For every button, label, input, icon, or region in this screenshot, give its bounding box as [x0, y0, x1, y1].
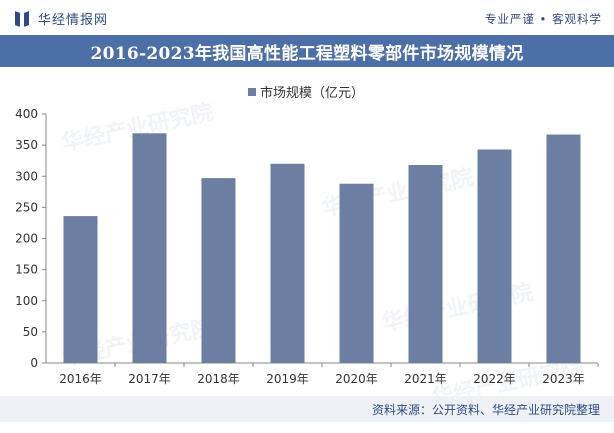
bar [201, 178, 236, 363]
bar [270, 163, 305, 363]
top-bar: 华经情报网 专业严谨 • 客观科学 [0, 0, 614, 34]
bar [63, 216, 98, 363]
chart-title: 2016-2023年我国高性能工程塑料零部件市场规模情况 [90, 43, 524, 64]
legend-swatch [248, 87, 256, 96]
bar [132, 133, 167, 363]
footer: 资料来源：公开资料、华经产业研究院整理 [0, 396, 614, 422]
y-tick-label: 400 [15, 107, 38, 121]
y-tick-label: 0 [30, 356, 38, 370]
y-tick-label: 250 [15, 200, 38, 214]
y-tick-label: 150 [15, 263, 38, 277]
source-note: 资料来源：公开资料、华经产业研究院整理 [371, 403, 600, 417]
x-tick-label: 2017年 [128, 372, 171, 386]
x-tick-label: 2020年 [335, 372, 378, 386]
legend: 市场规模（亿元） [248, 82, 364, 101]
x-tick-label: 2023年 [542, 372, 585, 386]
y-tick-label: 50 [23, 325, 38, 339]
x-tick-label: 2022年 [473, 372, 516, 386]
slogan: 专业严谨 • 客观科学 [484, 12, 602, 26]
title-bar: 2016-2023年我国高性能工程塑料零部件市场规模情况 [0, 35, 614, 67]
x-tick-label: 2019年 [266, 372, 309, 386]
legend-label: 市场规模（亿元） [260, 86, 365, 101]
x-tick-label: 2021年 [404, 372, 447, 386]
y-tick-label: 100 [15, 294, 38, 308]
x-tick-label: 2018年 [197, 372, 240, 386]
y-tick-label: 350 [15, 138, 38, 152]
bar [546, 134, 581, 363]
bar [408, 165, 443, 363]
bar [339, 183, 374, 363]
brand-name: 华经情报网 [38, 13, 109, 28]
brand: 华经情报网 [14, 9, 108, 28]
y-tick-label: 200 [15, 232, 38, 246]
bar [477, 149, 512, 363]
y-tick-label: 300 [15, 169, 38, 183]
x-tick-label: 2016年 [59, 372, 102, 386]
